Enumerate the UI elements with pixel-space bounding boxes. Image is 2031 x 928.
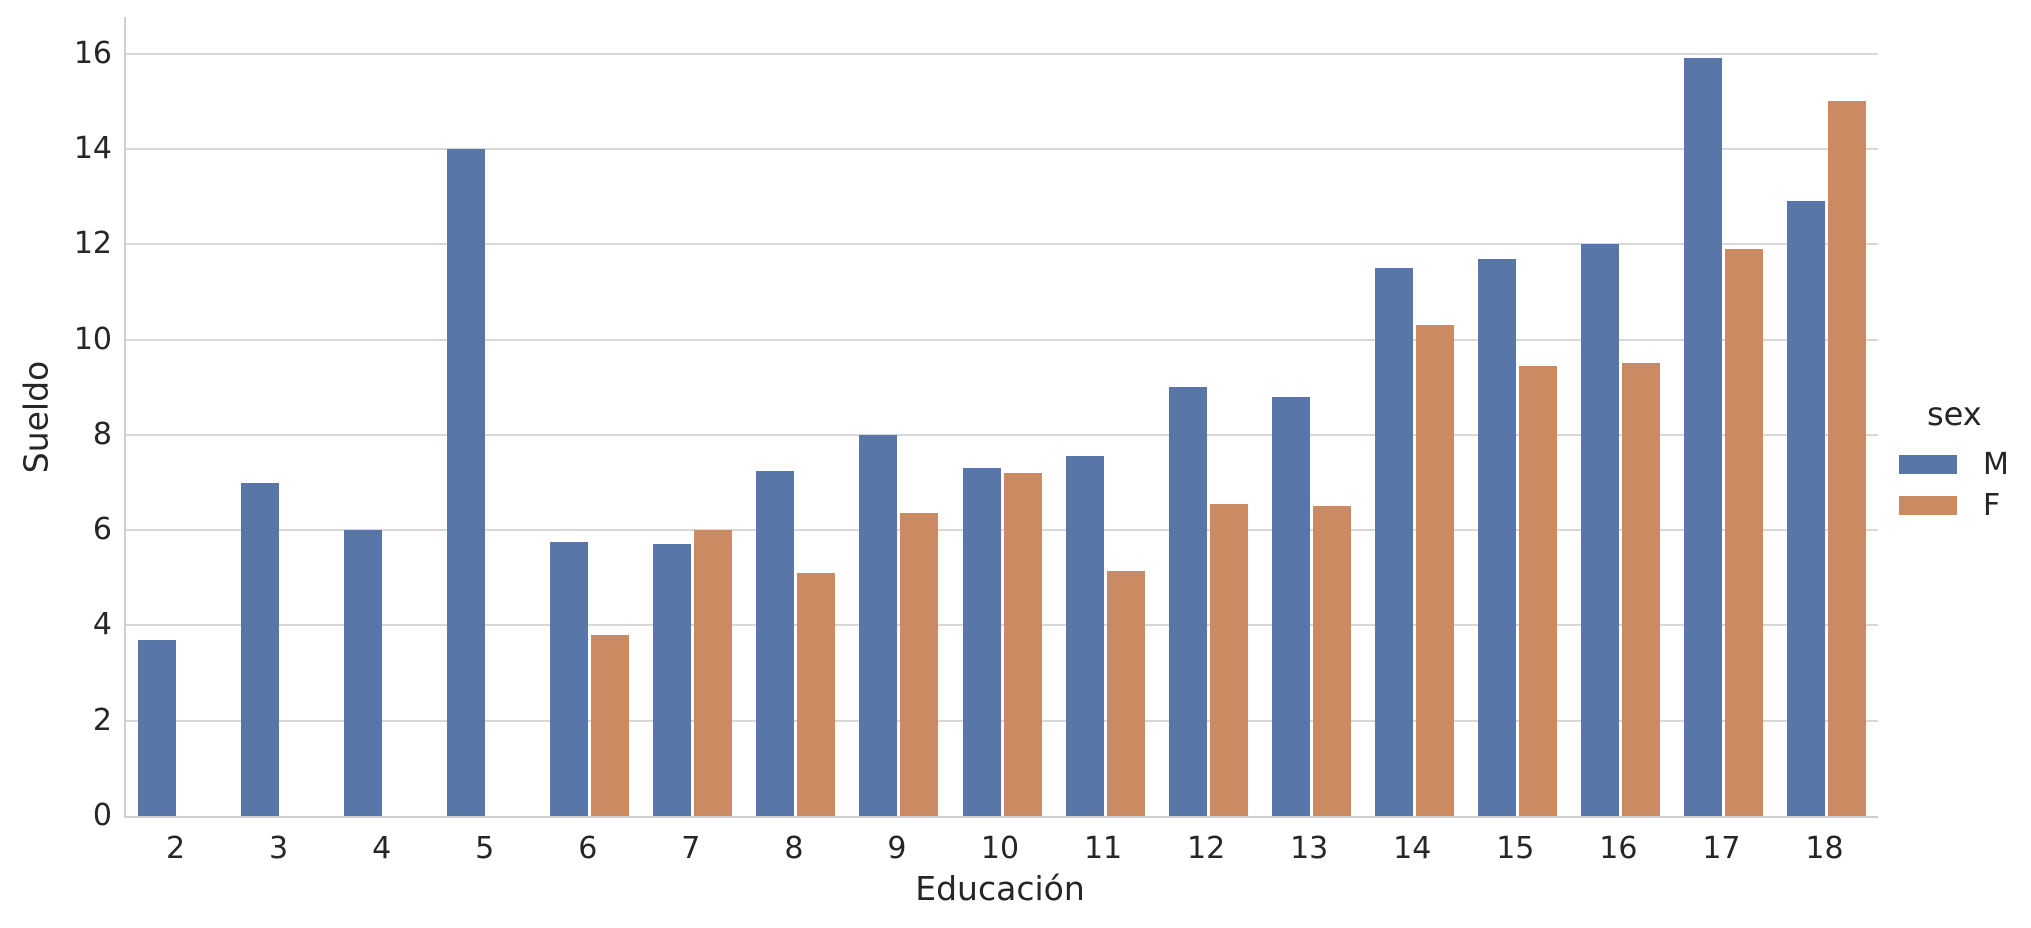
legend-label-f: F — [1983, 487, 2001, 523]
bar-m-7 — [653, 544, 692, 816]
legend-swatch-f — [1899, 496, 1957, 515]
y-tick-label-4: 4 — [92, 607, 112, 643]
bar-m-17 — [1683, 58, 1722, 816]
x-axis-ticks: 2 3 4 5 6 7 8 9 10 11 12 13 14 15 16 17 18 — [124, 834, 1876, 878]
x-tick-label-3: 3 — [269, 831, 289, 866]
bar-f-12 — [1209, 503, 1248, 816]
x-tick-label-17: 17 — [1702, 831, 1741, 866]
y-tick-label-12: 12 — [73, 226, 112, 262]
bar-m-15 — [1477, 258, 1516, 816]
bar-f-6 — [591, 634, 630, 816]
gridline-y-14 — [126, 147, 1878, 150]
x-tick-label-13: 13 — [1290, 831, 1329, 866]
x-tick-label-8: 8 — [784, 831, 804, 866]
x-axis-label: Educación — [915, 869, 1085, 908]
x-tick-label-16: 16 — [1599, 831, 1638, 866]
y-axis-ticks: 0 2 4 6 8 10 12 14 16 — [0, 17, 112, 830]
legend-swatch-m — [1899, 455, 1957, 474]
x-tick-label-10: 10 — [980, 831, 1020, 866]
gridline-y-10 — [126, 338, 1878, 341]
bar-m-10 — [962, 468, 1001, 816]
bar-f-13 — [1312, 506, 1351, 816]
bar-f-17 — [1724, 249, 1763, 816]
bar-m-12 — [1168, 387, 1207, 816]
bar-m-6 — [550, 542, 589, 816]
y-tick-label-6: 6 — [92, 512, 112, 548]
legend-entry-f: F — [1899, 485, 2031, 526]
y-tick-label-14: 14 — [73, 130, 112, 166]
bar-f-10 — [1003, 472, 1042, 816]
bar-m-11 — [1065, 456, 1104, 816]
bar-f-11 — [1106, 570, 1145, 816]
bar-m-9 — [859, 434, 898, 816]
bar-m-18 — [1786, 201, 1825, 816]
y-tick-label-10: 10 — [73, 321, 112, 357]
bar-m-8 — [756, 470, 795, 816]
x-tick-label-7: 7 — [681, 831, 701, 866]
x-tick-label-2: 2 — [165, 831, 186, 866]
x-tick-label-9: 9 — [887, 831, 907, 866]
bar-m-4 — [344, 530, 383, 816]
x-tick-label-14: 14 — [1393, 831, 1432, 866]
gridline-y-2 — [126, 719, 1878, 722]
y-tick-label-16: 16 — [73, 35, 112, 71]
legend-title: sex — [1927, 395, 1982, 433]
x-tick-label-15: 15 — [1496, 831, 1535, 866]
bar-f-15 — [1518, 365, 1557, 816]
gridline-y-12 — [126, 243, 1878, 246]
x-tick-label-11: 11 — [1083, 831, 1123, 866]
x-tick-label-18: 18 — [1805, 831, 1844, 866]
y-tick-label-8: 8 — [92, 416, 112, 452]
gridline-y-16 — [126, 52, 1878, 55]
bar-f-9 — [900, 513, 939, 816]
bar-m-5 — [447, 148, 486, 816]
y-tick-label-0: 0 — [92, 798, 112, 833]
bar-f-16 — [1621, 363, 1660, 816]
x-tick-label-5: 5 — [475, 831, 495, 866]
bar-f-8 — [797, 573, 836, 816]
legend-label-m: M — [1983, 446, 2009, 482]
x-tick-label-4: 4 — [372, 831, 392, 866]
y-tick-label-2: 2 — [92, 702, 112, 738]
bar-f-7 — [694, 530, 733, 816]
x-tick-label-12: 12 — [1187, 831, 1226, 866]
legend-entry-m: M — [1899, 444, 2031, 485]
bar-m-14 — [1374, 268, 1413, 816]
bar-m-2 — [138, 639, 177, 816]
gridline-y-6 — [126, 529, 1878, 532]
gridline-y-4 — [126, 624, 1878, 627]
bar-m-16 — [1580, 244, 1619, 816]
bar-m-3 — [241, 482, 280, 816]
plot-area — [124, 17, 1878, 818]
bar-f-18 — [1827, 101, 1866, 816]
bar-m-13 — [1271, 396, 1310, 816]
bar-f-14 — [1415, 325, 1454, 816]
gridline-y-8 — [126, 433, 1878, 436]
x-tick-label-6: 6 — [578, 831, 598, 866]
